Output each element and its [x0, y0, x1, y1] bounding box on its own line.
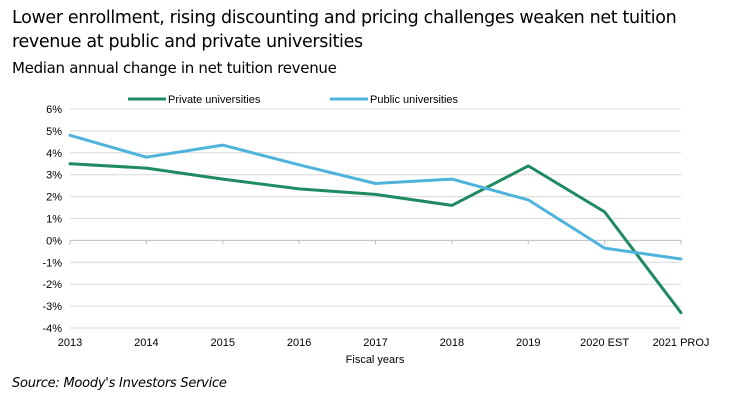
series-line — [68, 133, 683, 261]
legend: Private universities Public universities — [128, 94, 459, 106]
legend-label: Private universities — [168, 94, 261, 106]
y-tick-label: -1% — [42, 257, 62, 269]
y-tick-label: 0% — [46, 235, 62, 247]
y-tick-label: 1% — [46, 214, 62, 226]
y-tick-label: 5% — [46, 126, 62, 138]
x-tick-label: 2016 — [287, 337, 311, 349]
y-tick-label: -3% — [42, 301, 62, 313]
source-note: Source: Moody's Investors Service — [12, 376, 227, 391]
series-line — [68, 162, 683, 315]
series-private — [68, 162, 683, 315]
x-tick-label: 2019 — [516, 337, 540, 349]
x-tick-label: 2013 — [58, 337, 82, 349]
legend-item: Private universities — [128, 94, 261, 106]
x-tick-label: 2020 EST — [580, 337, 629, 349]
y-tick-label: 6% — [46, 104, 62, 116]
x-axis-title: Fiscal years — [346, 354, 405, 366]
series-public — [68, 133, 683, 261]
x-tick-label: 2018 — [440, 337, 464, 349]
y-tick-label: 4% — [46, 148, 62, 160]
legend-label: Public universities — [370, 94, 459, 106]
x-tick-label: 2015 — [211, 337, 235, 349]
y-axis: 6% 5% 4% 3% 2% 1% 0% -1% -2% -3% -4% — [42, 104, 62, 335]
y-tick-label: -2% — [42, 279, 62, 291]
chart-title: Lower enrollment, rising discounting and… — [12, 8, 677, 52]
legend-item: Public universities — [330, 94, 459, 106]
y-tick-label: 3% — [46, 170, 62, 182]
gridlines — [70, 108, 681, 329]
series-lines — [68, 133, 683, 315]
y-tick-label: -4% — [42, 323, 62, 335]
x-tick-label: 2014 — [134, 337, 158, 349]
x-axis: 2013 2014 2015 2016 2017 2018 2019 2020 EST 2021… — [58, 239, 710, 349]
x-tick-label: 2017 — [363, 337, 387, 349]
x-tick-label: 2021 PROJ — [653, 337, 710, 349]
y-tick-label: 2% — [46, 192, 62, 204]
chart-subtitle: Median annual change in net tuition reve… — [12, 59, 337, 77]
